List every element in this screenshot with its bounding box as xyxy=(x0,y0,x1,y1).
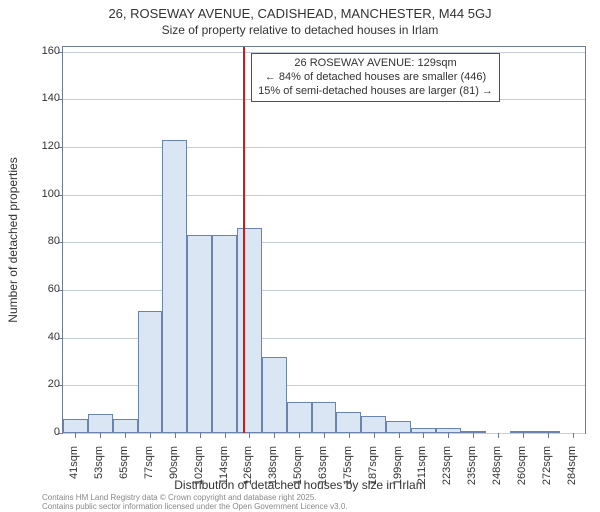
histogram-plot: 26 ROSEWAY AVENUE: 129sqm← 84% of detach… xyxy=(62,46,586,434)
histogram-bar xyxy=(262,357,287,433)
attribution-footer: Contains HM Land Registry data © Crown c… xyxy=(42,494,348,498)
x-tick-mark xyxy=(100,433,101,438)
gridline xyxy=(63,147,585,148)
x-tick-mark xyxy=(548,433,549,438)
x-tick-mark xyxy=(150,433,151,438)
histogram-bar xyxy=(162,140,187,433)
page-subtitle: Size of property relative to detached ho… xyxy=(0,23,600,37)
x-tick-mark xyxy=(324,433,325,438)
x-tick-mark xyxy=(399,433,400,438)
annotation-box: 26 ROSEWAY AVENUE: 129sqm← 84% of detach… xyxy=(251,53,500,102)
reference-line xyxy=(243,47,245,433)
y-tick-label: 60 xyxy=(30,283,60,295)
histogram-bar xyxy=(187,235,212,433)
x-axis-label: Distribution of detached houses by size … xyxy=(0,478,600,492)
histogram-bar xyxy=(336,412,361,433)
x-tick-mark xyxy=(448,433,449,438)
x-tick-mark xyxy=(299,433,300,438)
x-tick-mark xyxy=(249,433,250,438)
x-tick-mark xyxy=(374,433,375,438)
footer-line: Contains public sector information licen… xyxy=(42,503,348,512)
x-tick-mark xyxy=(225,433,226,438)
y-tick-label: 80 xyxy=(30,235,60,247)
x-tick-mark xyxy=(125,433,126,438)
x-tick-mark xyxy=(200,433,201,438)
x-tick-mark xyxy=(498,433,499,438)
gridline xyxy=(63,242,585,243)
annotation-line: 15% of semi-detached houses are larger (… xyxy=(258,85,493,99)
chart-container: 26, ROSEWAY AVENUE, CADISHEAD, MANCHESTE… xyxy=(0,0,600,500)
page-title: 26, ROSEWAY AVENUE, CADISHEAD, MANCHESTE… xyxy=(0,0,600,23)
y-axis-label: Number of detached properties xyxy=(6,157,20,322)
histogram-bar xyxy=(88,414,113,433)
histogram-bar xyxy=(361,416,386,433)
gridline xyxy=(63,195,585,196)
annotation-line: 26 ROSEWAY AVENUE: 129sqm xyxy=(258,57,493,71)
annotation-line: ← 84% of detached houses are smaller (44… xyxy=(258,71,493,85)
histogram-bar xyxy=(386,421,411,433)
y-tick-label: 40 xyxy=(30,331,60,343)
x-tick-mark xyxy=(473,433,474,438)
histogram-bar xyxy=(63,419,88,433)
histogram-bar xyxy=(113,419,138,433)
histogram-bar xyxy=(138,311,163,433)
x-tick-mark xyxy=(423,433,424,438)
gridline xyxy=(63,290,585,291)
x-tick-mark xyxy=(349,433,350,438)
x-tick-mark xyxy=(75,433,76,438)
x-tick-mark xyxy=(573,433,574,438)
histogram-bar xyxy=(287,402,312,433)
y-tick-label: 160 xyxy=(30,45,60,57)
y-tick-label: 20 xyxy=(30,378,60,390)
y-tick-label: 100 xyxy=(30,188,60,200)
y-tick-label: 0 xyxy=(30,426,60,438)
x-tick-mark xyxy=(274,433,275,438)
histogram-bar xyxy=(237,228,262,433)
histogram-bar xyxy=(312,402,337,433)
x-tick-mark xyxy=(523,433,524,438)
y-tick-label: 120 xyxy=(30,140,60,152)
histogram-bar xyxy=(212,235,237,433)
y-tick-label: 140 xyxy=(30,92,60,104)
footer-line: Contains HM Land Registry data © Crown c… xyxy=(42,494,348,503)
x-tick-mark xyxy=(175,433,176,438)
